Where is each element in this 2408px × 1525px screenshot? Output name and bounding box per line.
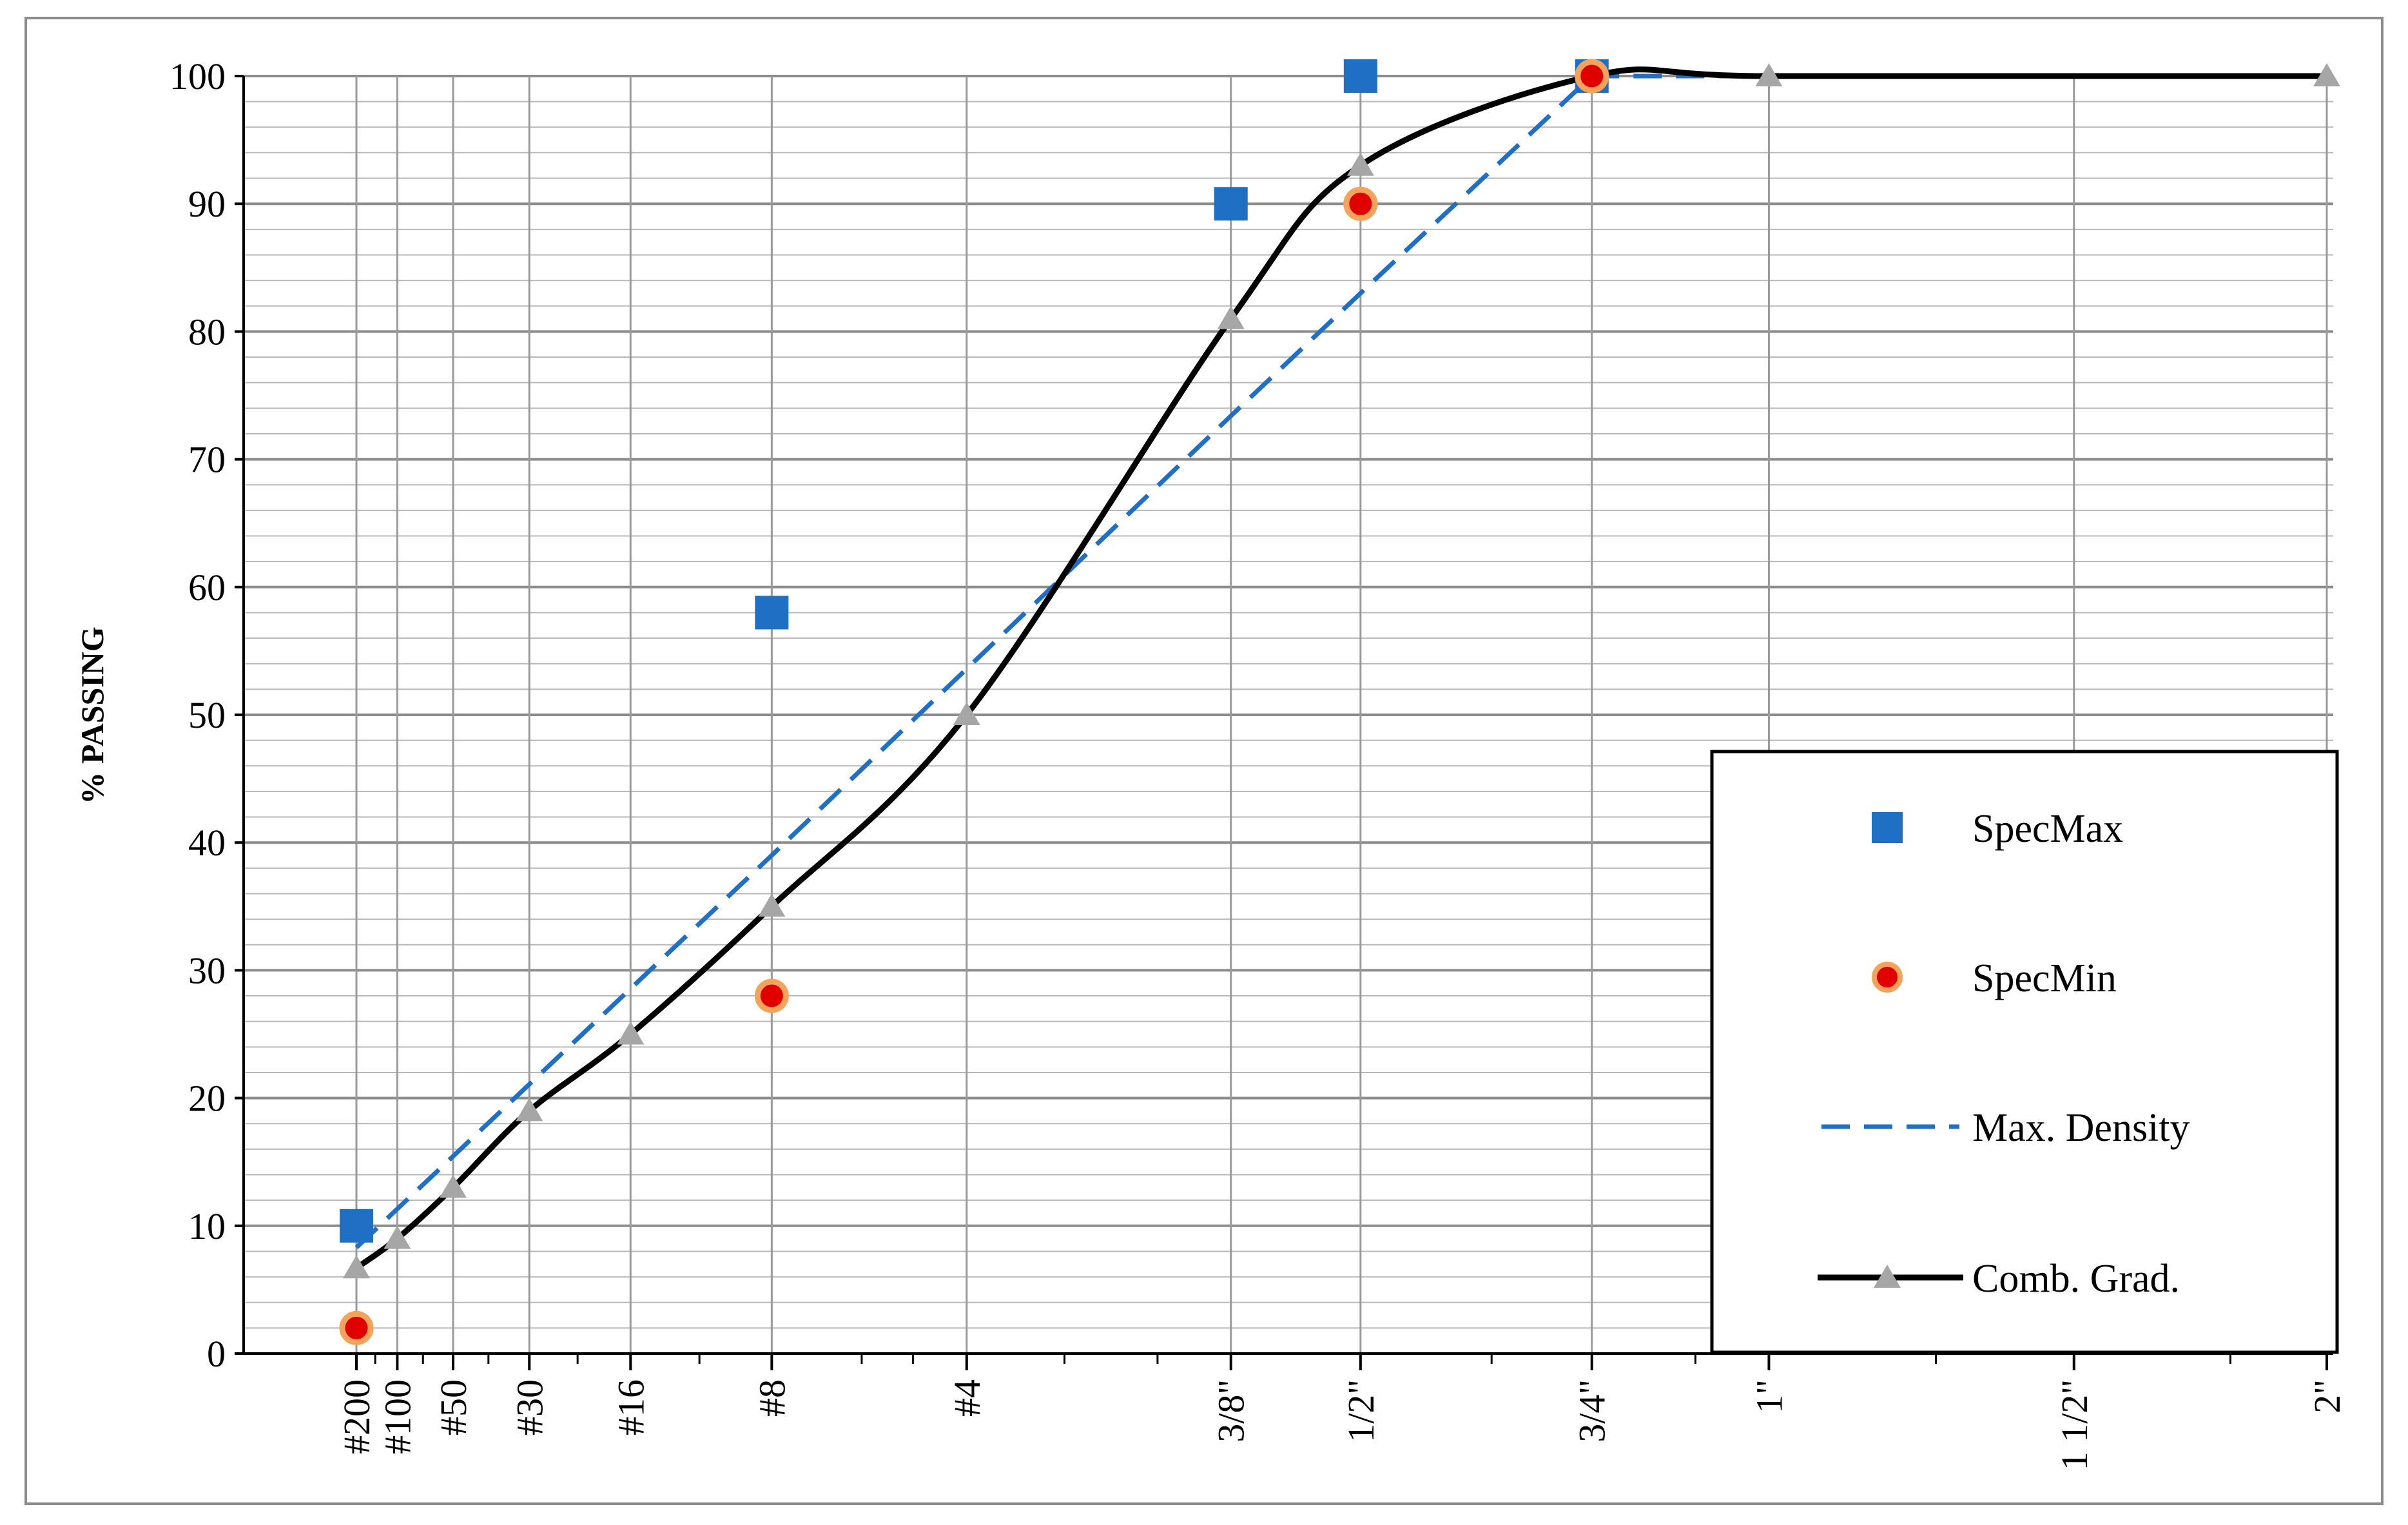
- specmax-point: [755, 596, 789, 630]
- legend-box: [1710, 750, 2339, 1354]
- specmin-point: [1343, 186, 1378, 221]
- legend-triangle-icon: [1874, 1265, 1901, 1288]
- y-tick-label: 90: [188, 183, 226, 225]
- x-tick-label: 1/2": [1340, 1379, 1382, 1442]
- y-tick-label: 80: [188, 311, 226, 353]
- legend-label: Comb. Grad.: [1972, 1257, 2180, 1301]
- y-tick-label: 0: [207, 1333, 226, 1375]
- x-tick-label: 1": [1748, 1379, 1790, 1413]
- combined-gradation-point: [384, 1225, 411, 1249]
- combined-gradation-point: [1346, 152, 1374, 176]
- combined-gradation-point: [516, 1098, 543, 1122]
- combined-gradation-point: [1217, 306, 1245, 329]
- combined-gradation-point: [343, 1255, 370, 1279]
- x-tick-label: #4: [946, 1379, 988, 1417]
- specmin-point: [754, 978, 789, 1013]
- legend-label: SpecMin: [1972, 957, 2117, 1000]
- legend-label: Max. Density: [1972, 1106, 2190, 1150]
- specmax-point: [340, 1209, 373, 1243]
- x-tick-label: #16: [610, 1379, 652, 1435]
- legend-square-icon: [1872, 812, 1903, 843]
- x-tick-label: #200: [336, 1379, 378, 1454]
- specmax-point: [1214, 187, 1248, 221]
- y-tick-label: 30: [188, 949, 226, 991]
- y-axis-label: % PASSING: [74, 627, 110, 804]
- combined-gradation-point: [758, 893, 786, 917]
- specmin-point: [339, 1310, 374, 1345]
- x-tick-label: 2": [2306, 1379, 2348, 1413]
- legend-circle-icon: [1872, 962, 1903, 993]
- y-tick-label: 40: [188, 822, 226, 864]
- x-tick-label: #30: [509, 1379, 550, 1435]
- y-tick-label: 10: [188, 1205, 226, 1247]
- specmax-point: [1343, 59, 1377, 93]
- x-tick-label: 3/4": [1571, 1379, 1613, 1442]
- legend-label: SpecMax: [1972, 807, 2123, 851]
- y-tick-label: 100: [170, 55, 226, 97]
- y-tick-label: 20: [188, 1078, 226, 1120]
- legend: SpecMax SpecMin Max. Density Comb. Grad.: [1710, 750, 2339, 1354]
- y-tick-label: 50: [188, 694, 226, 736]
- y-tick-label: 60: [188, 567, 226, 608]
- x-tick-label: 3/8": [1210, 1379, 1252, 1442]
- series-layer: [339, 59, 2340, 1345]
- x-tick-label: #50: [432, 1379, 474, 1435]
- x-tick-label: #8: [751, 1379, 793, 1417]
- x-tick-label: 1 1/2": [2054, 1379, 2095, 1470]
- specmin-point: [1575, 59, 1609, 93]
- combined-gradation-point: [617, 1021, 645, 1045]
- x-tick-label: #100: [376, 1379, 418, 1454]
- combined-gradation-point: [953, 702, 980, 725]
- combined-gradation-point: [1755, 63, 1783, 86]
- y-tick-label: 70: [188, 439, 226, 481]
- combined-gradation-point: [2313, 63, 2340, 86]
- combined-gradation-point: [439, 1174, 467, 1198]
